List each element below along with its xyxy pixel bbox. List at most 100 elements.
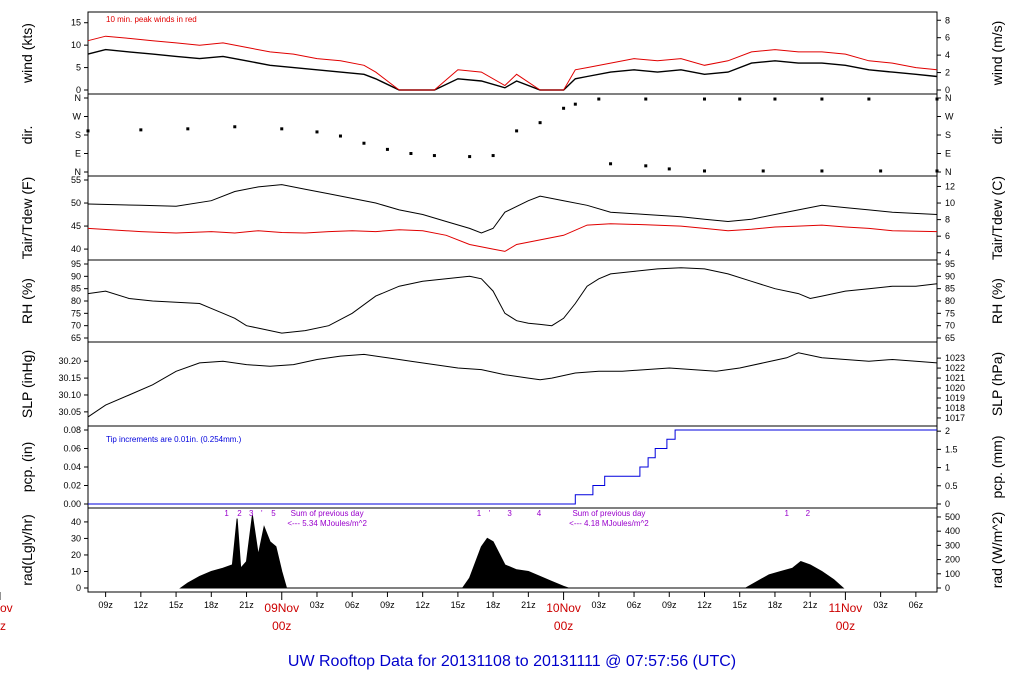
y-axis-label-right-radiation: rad (W/m^2) [989,512,1005,589]
y-tick-label-right: 400 [945,526,960,536]
direction-point [820,169,824,173]
y-tick-label-right: 8 [945,215,950,225]
y-tick-label: 30 [71,533,81,543]
x-tick-label: 15z [732,600,747,610]
y-tick-label: 30.10 [58,390,81,400]
radiation-marker: 1 [477,509,482,518]
y-tick-label-right: 1018 [945,403,965,413]
y-tick-label-right: 1019 [945,393,965,403]
panel-frame-pressure [87,341,938,427]
series-line-accumulated-precipitation [88,429,937,505]
radiation-marker: ' [489,509,491,518]
wind-annotation: 10 min. peak winds in red [106,15,197,24]
y-tick-label-right: 300 [945,540,960,550]
y-axis-label-precipitation: pcp. (in) [19,442,35,493]
y-tick-label-right: 4 [945,50,950,60]
y-tick-label: 0 [76,583,81,593]
x-tick-label: 12z [697,600,712,610]
direction-point [609,162,613,166]
y-tick-label: 30.05 [58,407,81,417]
y-tick-label-right: 0.5 [945,481,958,491]
y-tick-label-right: 1017 [945,413,965,423]
y-axis-label-right-wind: wind (m/s) [989,21,1005,87]
x-day-zulu-label: 00z [836,619,855,633]
series-line-wind-speed [87,48,938,91]
y-tick-label: N [75,167,82,177]
y-axis-label-dir: dir. [19,126,35,145]
series-line-tair [87,184,938,234]
series-line-tdew [87,223,938,252]
y-tick-label: W [73,112,82,122]
x-day-label: 09Nov [264,601,299,615]
direction-point [867,97,871,101]
x-tick-label: 21z [803,600,818,610]
y-tick-label-right: 2 [945,426,950,436]
y-tick-label: 40 [71,517,81,527]
direction-point [139,128,143,132]
y-tick-label: 0.02 [63,481,81,491]
direction-point [186,127,190,131]
radiation-marker: 2 [237,509,242,518]
direction-point [773,97,777,101]
y-tick-label-right: 6 [945,231,950,241]
y-tick-label: 20 [71,550,81,560]
x-day-label: 11Nov [829,601,863,615]
y-tick-label-right: S [945,130,951,140]
direction-point [935,97,939,101]
direction-point [515,129,519,133]
y-tick-label-right: 1020 [945,383,965,393]
y-tick-label-right: 1 [945,463,950,473]
y-tick-label-right: 12 [945,181,955,191]
y-tick-label-right: 4 [945,248,950,258]
y-tick-label: S [75,130,81,140]
y-tick-label-right: 2 [945,68,950,78]
radiation-sum-annotation: <--- 5.34 MJoules/m^2 [287,519,367,528]
direction-point [573,102,577,106]
y-axis-label-right-dir: dir. [989,126,1005,145]
y-tick-label: 95 [71,259,81,269]
radiation-marker: 5 [271,509,276,518]
y-tick-label-right: N [945,93,952,103]
y-tick-label: 85 [71,284,81,294]
direction-point [538,121,542,125]
precip-annotation: Tip increments are 0.01in. (0.254mm.) [106,435,242,444]
y-tick-label: 80 [71,296,81,306]
direction-point [702,97,706,101]
x-tick-label: 03z [592,600,607,610]
panel-frame-rh [87,259,938,343]
x-tick-label: 18z [204,600,219,610]
x-tick-label: 15z [451,600,466,610]
y-tick-label-right: 200 [945,555,960,565]
direction-point [644,164,648,168]
x-day-zulu-label: 00z [272,619,291,633]
x-tick-label: 06z [909,600,924,610]
x-tick-label: 21z [521,600,536,610]
y-axis-label-rh: RH (%) [19,278,35,324]
direction-point [315,130,319,134]
series-line-rh [87,267,938,334]
direction-point [362,141,366,145]
y-tick-label: 0.06 [63,444,81,454]
y-tick-label-right: W [945,112,954,122]
y-tick-label: 55 [71,175,81,185]
y-tick-label-right: 1.5 [945,444,958,454]
x-tick-label: 15z [169,600,184,610]
y-tick-label-right: 65 [945,333,955,343]
y-axis-label-right-rh: RH (%) [989,278,1005,324]
x-tick-label: 09z [662,600,677,610]
radiation-marker: 1 [784,509,789,518]
direction-point [702,169,706,173]
radiation-marker: 3 [249,509,254,518]
y-tick-label-right: 0 [945,499,950,509]
y-axis-label-right-precipitation: pcp. (mm) [989,436,1005,499]
y-tick-label: 15 [71,18,81,28]
direction-point [667,167,671,171]
y-tick-label-right: N [945,167,952,177]
direction-point [562,106,566,110]
x-day-label: ov [0,601,13,615]
direction-point [761,169,765,173]
x-tick-label: 18z [768,600,783,610]
y-tick-label-right: 6 [945,33,950,43]
direction-point [468,155,472,159]
y-tick-label-right: 80 [945,296,955,306]
